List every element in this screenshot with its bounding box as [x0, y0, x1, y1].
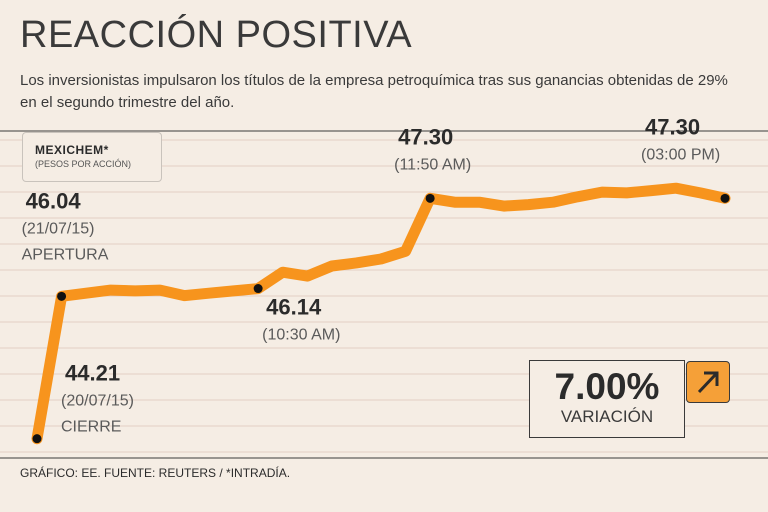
data-point-marker — [253, 284, 263, 294]
variation-value: 7.00% — [554, 366, 660, 407]
annotation-date: (11:50 AM) — [394, 156, 471, 173]
source-footer: GRÁFICO: EE. FUENTE: REUTERS / *INTRADÍA… — [20, 466, 291, 480]
data-point-marker — [57, 291, 67, 301]
chart-subtitle: Los inversionistas impulsaron los título… — [20, 72, 728, 111]
annotation-value: 44.21 — [65, 361, 120, 386]
legend-ticker: MEXICHEM* — [35, 143, 109, 157]
annotation-tag: CIERRE — [61, 419, 121, 436]
point-annotations: 44.21 (20/07/15) CIERRE 46.04 (21/07/15) APER… — [22, 114, 721, 435]
data-point-marker — [720, 193, 730, 203]
data-point-markers — [32, 193, 730, 444]
legend-box: MEXICHEM* (PESOS POR ACCIÓN) — [22, 132, 162, 182]
legend-unit: (PESOS POR ACCIÓN) — [35, 159, 132, 169]
arrow-up-right-icon — [686, 361, 730, 403]
annotation-tag: APERTURA — [22, 246, 109, 263]
annotation-date: (03:00 PM) — [641, 146, 720, 163]
data-point-marker — [32, 434, 42, 444]
annotation-value: 47.30 — [398, 124, 453, 149]
annotation-date: (10:30 AM) — [262, 327, 340, 344]
annotation-value: 46.04 — [26, 188, 82, 213]
annotation-value: 47.30 — [645, 114, 700, 139]
variation-box: 7.00% VARIACIÓN — [529, 360, 685, 438]
price-series-line — [31, 182, 731, 445]
annotation-date: (20/07/15) — [61, 393, 134, 410]
annotation-date: (21/07/15) — [22, 220, 95, 237]
annotation-value: 46.14 — [266, 295, 322, 320]
chart-title: REACCIÓN POSITIVA — [20, 14, 413, 56]
data-point-marker — [425, 193, 435, 203]
variation-label: VARIACIÓN — [560, 407, 654, 426]
